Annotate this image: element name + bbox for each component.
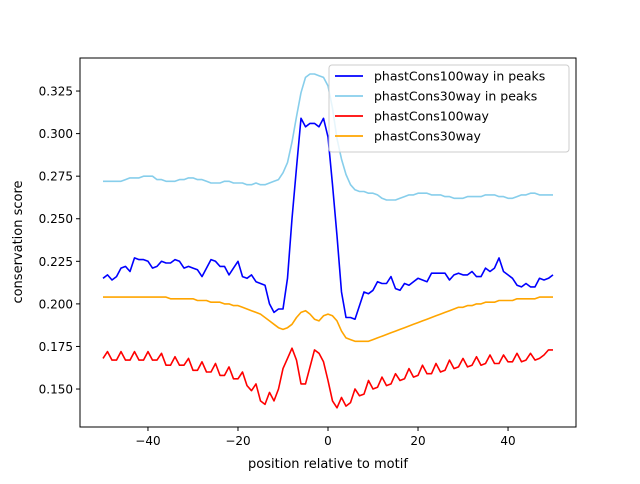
y-tick-label: 0.225 — [39, 255, 73, 269]
x-axis-label: position relative to motif — [248, 457, 408, 472]
y-axis-label: conservation score — [11, 180, 26, 303]
series-line-2 — [102, 347, 553, 409]
x-tick-label: 20 — [410, 434, 425, 448]
series-lines — [102, 73, 554, 409]
x-axis-ticks: −40 −20 0 20 40 — [135, 427, 516, 448]
x-tick-label: 0 — [324, 434, 332, 448]
legend-label-1: phastCons30way in peaks — [374, 89, 537, 104]
y-axis-ticks: 0.150 0.175 0.200 0.225 0.250 0.275 0.300 0.325 — [39, 85, 80, 397]
x-tick-label: −40 — [135, 434, 160, 448]
y-tick-label: 0.175 — [39, 340, 73, 354]
y-tick-label: 0.200 — [39, 297, 73, 311]
y-tick-label: 0.275 — [39, 170, 73, 184]
legend-label-3: phastCons30way — [374, 129, 482, 144]
legend-label-2: phastCons100way — [374, 109, 489, 124]
x-tick-label: −20 — [225, 434, 250, 448]
legend: phastCons100way in peaks phastCons30way i… — [328, 64, 570, 153]
series-line-0 — [102, 117, 554, 321]
y-tick-label: 0.300 — [39, 127, 73, 141]
x-tick-label: 40 — [500, 434, 515, 448]
series-line-3 — [103, 296, 553, 343]
series-line-1 — [103, 73, 553, 201]
y-tick-label: 0.325 — [39, 85, 73, 99]
y-tick-label: 0.250 — [39, 212, 73, 226]
legend-label-0: phastCons100way in peaks — [374, 69, 545, 84]
legend-box — [328, 64, 570, 153]
y-tick-label: 0.150 — [39, 383, 73, 397]
